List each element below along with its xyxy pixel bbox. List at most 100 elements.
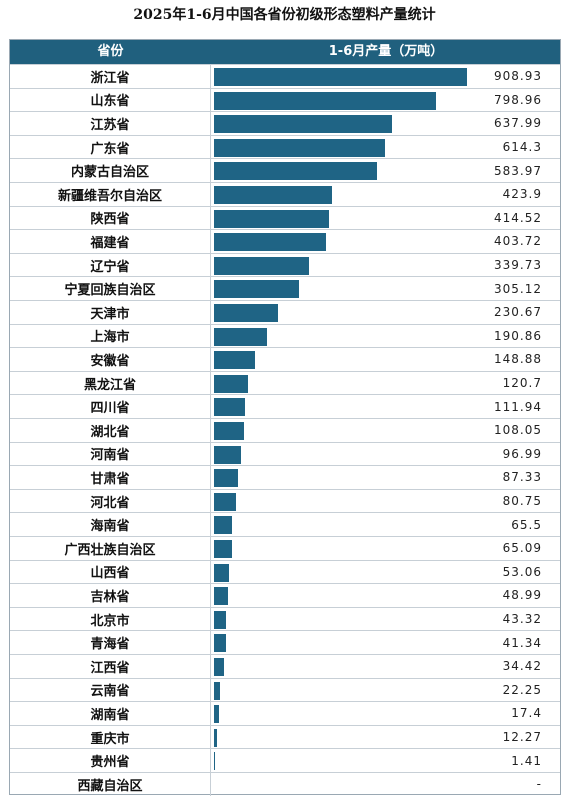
bar	[214, 209, 330, 228]
value-label: 798.96	[494, 92, 542, 107]
value-label: 190.86	[494, 328, 542, 343]
bar	[214, 68, 467, 86]
bar	[214, 304, 279, 322]
table-row: 山西省 53.06	[10, 559, 560, 584]
bar	[214, 610, 227, 629]
province-label: 贵州省	[10, 749, 211, 772]
value-label: 43.32	[502, 612, 542, 627]
province-label: 安徽省	[10, 348, 211, 371]
bar	[214, 681, 221, 700]
table-row: 广西壮族自治区 65.09	[10, 536, 560, 560]
province-label: 宁夏回族自治区	[10, 277, 211, 300]
province-label: 福建省	[10, 230, 211, 253]
province-label: 河南省	[10, 442, 211, 466]
table-row: 陕西省 414.52	[10, 205, 560, 230]
table-row: 青海省 41.34	[10, 630, 560, 654]
table-row: 湖南省 17.4	[10, 701, 560, 725]
province-label: 辽宁省	[10, 253, 211, 277]
chart-title: 2025年1-6月中国各省份初级形态塑料产量统计	[133, 7, 436, 23]
bar	[214, 469, 239, 488]
table-row: 内蒙古自治区 583.97	[10, 158, 560, 182]
table-row: 海南省 65.5	[10, 512, 560, 536]
province-label: 西藏自治区	[10, 773, 211, 796]
value-label: 583.97	[494, 163, 542, 178]
value-label: 34.42	[502, 659, 542, 674]
value-label: -	[536, 777, 542, 792]
bar	[214, 256, 309, 275]
bar	[214, 374, 248, 393]
province-label: 甘肃省	[10, 466, 211, 489]
table-row: 广东省 614.3	[10, 134, 560, 159]
bar	[214, 728, 218, 747]
table-header: 省份 1-6月产量（万吨）	[10, 40, 560, 64]
table-row: 河北省 80.75	[10, 488, 560, 513]
value-label: 148.88	[494, 352, 542, 367]
header-value: 1-6月产量（万吨）	[328, 44, 444, 59]
table-row: 浙江省 908.93	[10, 64, 560, 88]
province-label: 河北省	[10, 489, 211, 513]
bar	[214, 563, 229, 582]
table-row: 上海市 190.86	[10, 323, 560, 348]
table-row: 湖北省 108.05	[10, 418, 560, 442]
value-label: 87.33	[502, 470, 542, 485]
value-label: 65.09	[502, 541, 542, 556]
province-label: 内蒙古自治区	[10, 159, 211, 182]
table-row: 黑龙江省 120.7	[10, 370, 560, 395]
province-label: 黑龙江省	[10, 371, 211, 395]
table-row: 贵州省 1.41	[10, 748, 560, 772]
table-row: 四川省 111.94	[10, 394, 560, 418]
value-label: 65.5	[511, 517, 542, 532]
province-label: 云南省	[10, 678, 211, 702]
bar	[214, 115, 392, 134]
province-label: 江苏省	[10, 112, 211, 135]
value-label: 1.41	[511, 753, 542, 768]
value-label: 80.75	[502, 494, 542, 509]
bar	[214, 492, 237, 511]
bar	[214, 91, 437, 110]
bar	[214, 540, 233, 558]
table-row: 河南省 96.99	[10, 441, 560, 466]
bar	[214, 516, 233, 535]
table-row: 宁夏回族自治区 305.12	[10, 276, 560, 300]
province-label: 北京市	[10, 607, 211, 631]
value-label: 108.05	[494, 423, 542, 438]
value-label: 230.67	[494, 305, 542, 320]
table-row: 吉林省 48.99	[10, 583, 560, 607]
table-row: 天津市 230.67	[10, 300, 560, 324]
table-row: 甘肃省 87.33	[10, 465, 560, 489]
bar	[214, 752, 215, 771]
province-label: 上海市	[10, 324, 211, 348]
table-row: 安徽省 148.88	[10, 347, 560, 371]
province-label: 浙江省	[10, 65, 211, 88]
bar	[214, 658, 224, 676]
province-label: 江西省	[10, 655, 211, 678]
table-row: 西藏自治区 -	[10, 772, 560, 796]
bar	[214, 327, 268, 346]
table-row: 重庆市 12.27	[10, 724, 560, 749]
value-label: 53.06	[502, 564, 542, 579]
table-row: 新疆维吾尔自治区 423.9	[10, 182, 560, 206]
value-label: 17.4	[511, 706, 542, 721]
header-province: 省份	[97, 44, 124, 59]
province-label: 广西壮族自治区	[10, 537, 211, 560]
table-row: 北京市 43.32	[10, 606, 560, 631]
bar	[214, 634, 226, 653]
bar	[214, 186, 332, 204]
value-label: 41.34	[502, 635, 542, 650]
bar	[214, 445, 241, 464]
value-label: 637.99	[494, 116, 542, 131]
province-label: 广东省	[10, 135, 211, 159]
value-label: 22.25	[502, 682, 542, 697]
bar	[214, 422, 245, 440]
table-row: 云南省 22.25	[10, 677, 560, 702]
table-row: 江苏省 637.99	[10, 111, 560, 135]
province-label: 陕西省	[10, 206, 211, 230]
table-row: 福建省 403.72	[10, 229, 560, 253]
value-label: 339.73	[494, 258, 542, 273]
bar	[214, 398, 246, 417]
province-label: 海南省	[10, 513, 211, 536]
value-label: 111.94	[494, 399, 542, 414]
value-label: 414.52	[494, 210, 542, 225]
province-label: 天津市	[10, 301, 211, 324]
province-label: 山西省	[10, 560, 211, 584]
